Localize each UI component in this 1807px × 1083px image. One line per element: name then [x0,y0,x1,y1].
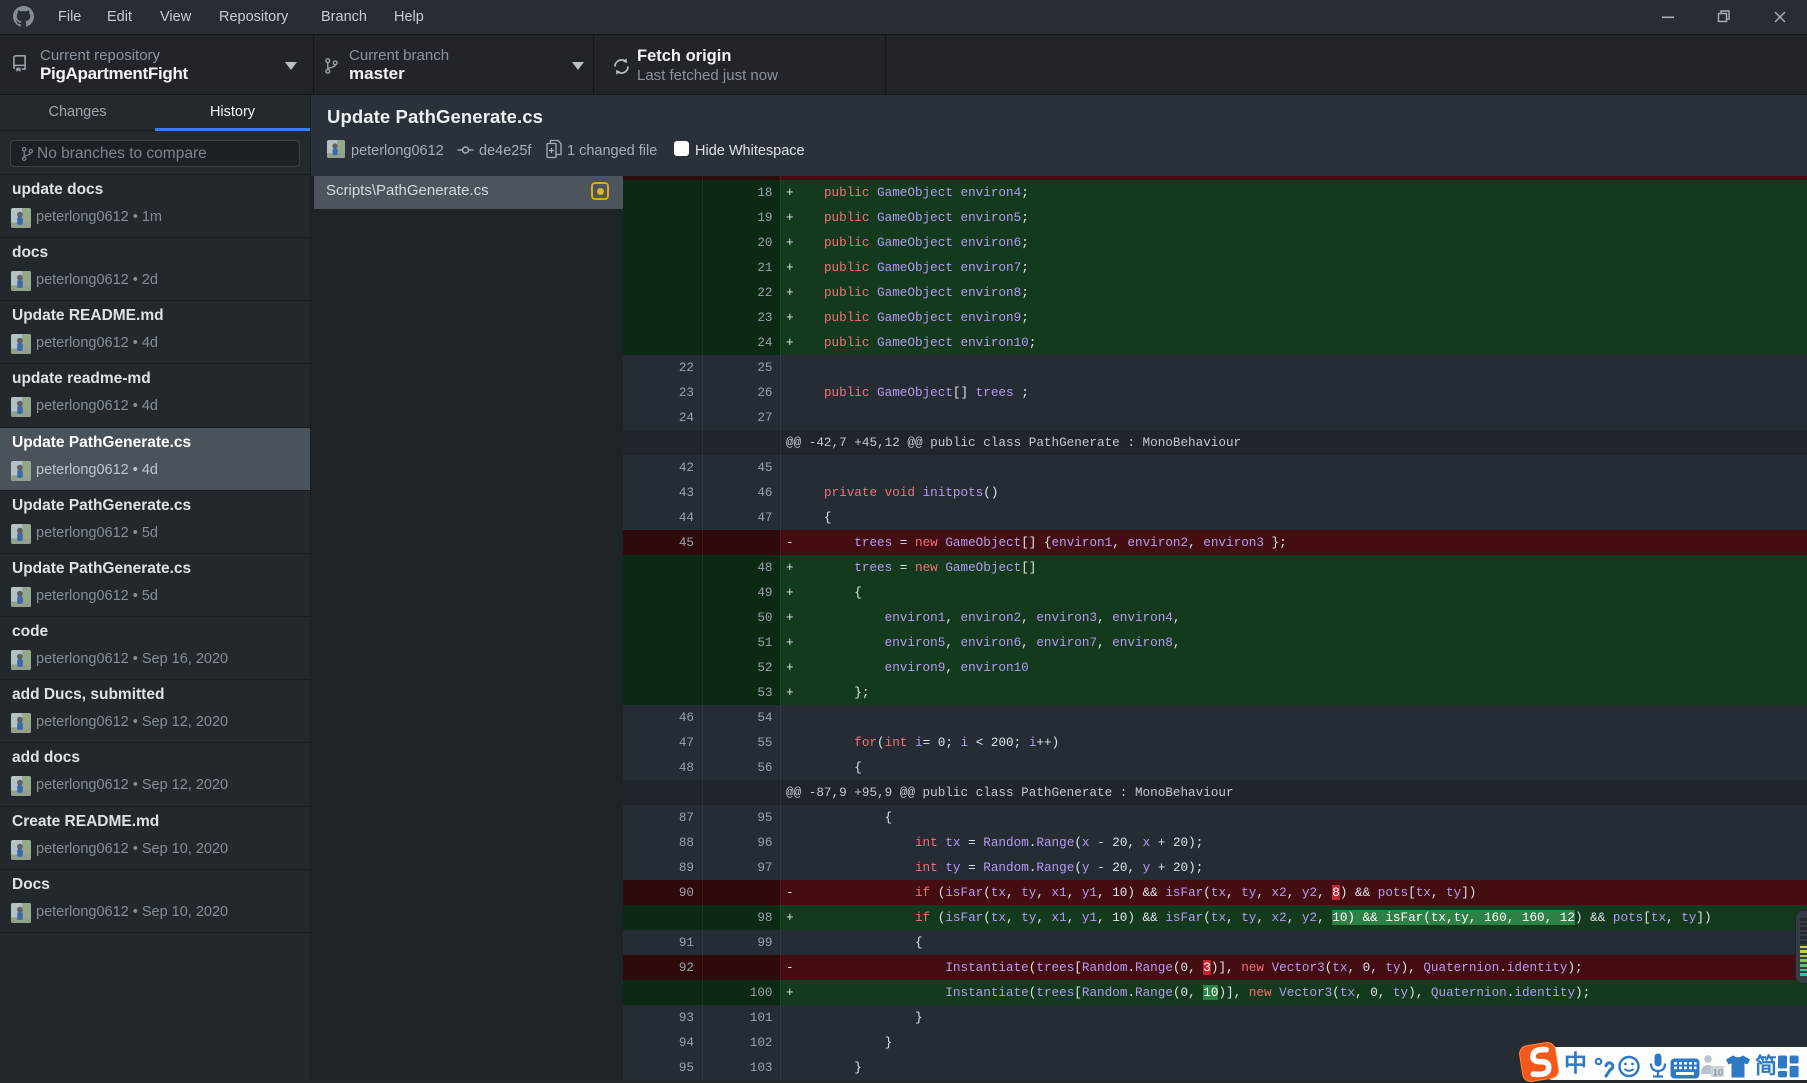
svg-text:10: 10 [1713,1068,1724,1079]
svg-text:简: 简 [1755,1054,1777,1079]
